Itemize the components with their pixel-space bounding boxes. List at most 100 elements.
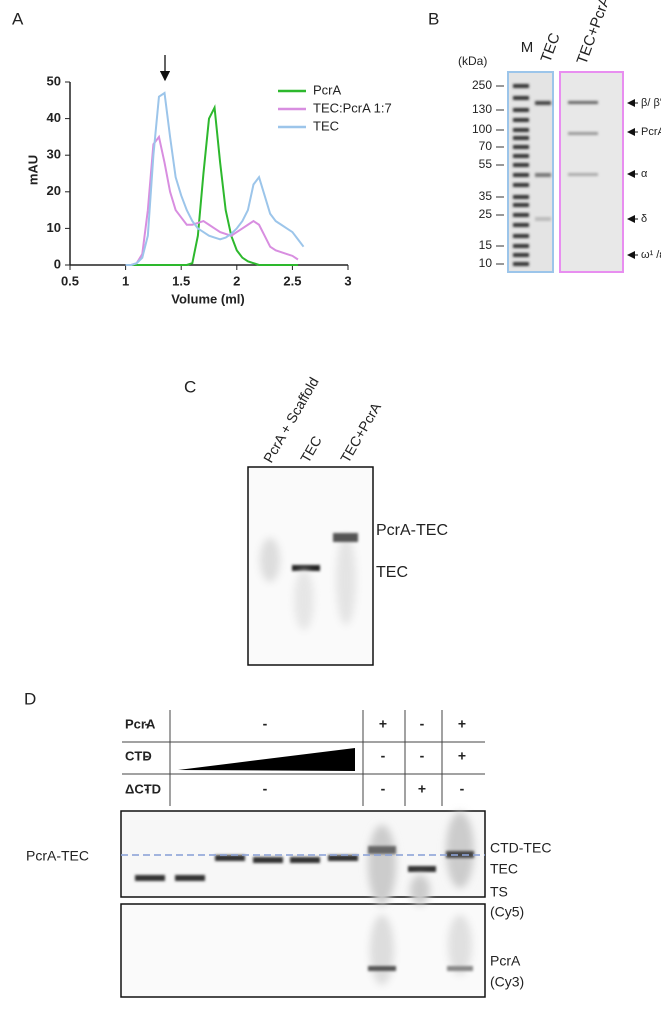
band <box>513 145 529 149</box>
band <box>513 203 529 207</box>
smear <box>370 915 394 985</box>
cell: - <box>381 748 386 764</box>
band <box>292 565 320 571</box>
band <box>568 101 598 104</box>
marker-size: 250 <box>472 78 492 92</box>
band <box>513 108 529 112</box>
y-tick-label: 50 <box>47 73 61 88</box>
band <box>535 101 551 105</box>
cell: + <box>379 716 387 732</box>
x-axis-label: Volume (ml) <box>171 291 244 306</box>
band-label: (Cy3) <box>490 974 524 990</box>
cell: - <box>145 748 150 764</box>
y-tick-label: 0 <box>54 256 61 271</box>
band <box>408 866 436 872</box>
band <box>513 234 529 238</box>
row-label: CTD <box>125 748 152 763</box>
band <box>568 132 598 135</box>
legend-label: TEC <box>313 118 339 133</box>
band <box>513 244 529 248</box>
lane-label: TEC+PcrA <box>574 0 614 67</box>
band <box>513 195 529 199</box>
band-label: PcrA <box>490 953 521 969</box>
band <box>513 84 529 88</box>
band <box>513 253 529 257</box>
band <box>446 851 474 858</box>
band <box>513 262 529 266</box>
y-tick-label: 40 <box>47 110 61 125</box>
band <box>513 173 529 177</box>
gel-box <box>120 903 486 998</box>
y-axis-label: mAU <box>25 155 40 185</box>
band <box>175 875 205 881</box>
marker-size: 10 <box>479 256 493 270</box>
smear <box>260 538 280 582</box>
band <box>368 966 396 971</box>
band-label: ω¹ /ε <box>641 249 661 261</box>
band-label: (Cy5) <box>490 904 524 920</box>
y-tick-label: 20 <box>47 183 61 198</box>
marker-size: 35 <box>479 189 493 203</box>
cell: - <box>263 781 268 797</box>
y-tick-label: 10 <box>47 220 61 235</box>
panel-label: B <box>428 9 439 28</box>
row-label: PcrA <box>125 716 156 731</box>
band <box>215 855 245 861</box>
x-tick-label: 2 <box>233 273 240 288</box>
band-label: α <box>641 168 648 180</box>
band-label: CTD-TEC <box>490 840 551 856</box>
cell: - <box>145 781 150 797</box>
band <box>253 857 283 863</box>
band <box>513 118 529 122</box>
band <box>513 183 529 187</box>
gel-bands <box>135 812 474 985</box>
side-label: PcrA-TEC <box>26 848 89 864</box>
row-label: ΔCTD <box>125 781 161 796</box>
legend-label: TEC:PcrA 1:7 <box>313 100 392 115</box>
smear <box>446 812 474 888</box>
cell: + <box>458 748 466 764</box>
y-tick-label: 30 <box>47 147 61 162</box>
series-line <box>125 91 305 266</box>
band <box>447 966 473 971</box>
lane-label: TEC <box>538 31 564 65</box>
band <box>513 96 529 100</box>
cell: - <box>263 716 268 732</box>
cell: - <box>420 716 425 732</box>
band-label: β/ β' <box>641 97 661 109</box>
unit-label: (kDa) <box>458 54 487 68</box>
band <box>513 128 529 132</box>
band-label: TEC <box>376 564 408 581</box>
x-tick-label: 3 <box>344 273 351 288</box>
x-tick-label: 1.5 <box>172 273 190 288</box>
lane-label: M <box>521 39 534 56</box>
concentration-ramp <box>178 748 355 771</box>
gel-lane-box <box>507 71 554 273</box>
marker-size: 55 <box>479 157 493 171</box>
marker-size: 15 <box>479 238 493 252</box>
band <box>328 855 358 861</box>
band <box>135 875 165 881</box>
marker-size: 100 <box>472 122 492 136</box>
smear <box>410 875 430 905</box>
band <box>290 857 320 863</box>
band <box>513 223 529 227</box>
smear <box>294 570 314 630</box>
band-label: TS <box>490 884 508 900</box>
cell: + <box>418 781 426 797</box>
band <box>568 173 598 176</box>
band-label: PcrA-TEC <box>376 522 448 539</box>
panel-label: A <box>12 9 24 28</box>
cell: - <box>460 781 465 797</box>
marker-size: 130 <box>472 102 492 116</box>
smear <box>368 825 396 905</box>
band <box>513 163 529 167</box>
band <box>368 846 396 854</box>
marker-size: 70 <box>479 139 493 153</box>
cell: - <box>420 748 425 764</box>
band <box>535 173 551 177</box>
panel-label: C <box>184 377 196 396</box>
x-tick-label: 0.5 <box>61 273 79 288</box>
band <box>513 154 529 158</box>
band <box>535 217 551 221</box>
